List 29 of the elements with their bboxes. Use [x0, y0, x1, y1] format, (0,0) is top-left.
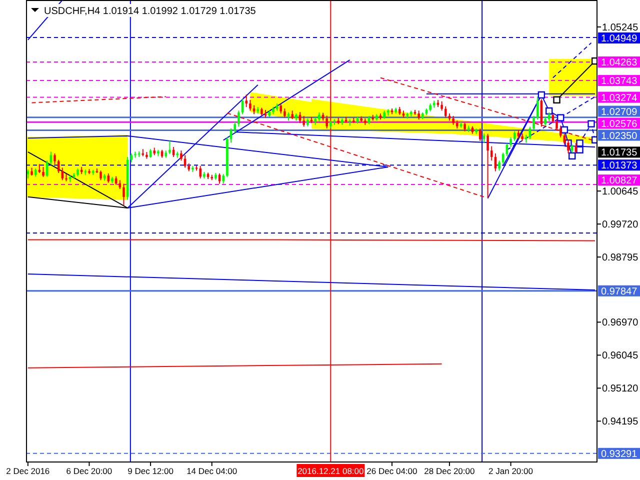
x-tick-label: 28 Dec 20:00 — [424, 466, 476, 476]
y-tick-label: 0.96970 — [602, 318, 639, 329]
ref-line-label: 0.93291 — [601, 448, 638, 460]
text: USDCHF,H4 1.01914 1.01992 1.01729 1.01735 — [44, 6, 256, 17]
text: 1.01735 — [601, 148, 638, 159]
x-tick-label: 9 Dec 12:00 — [128, 466, 174, 476]
x-tick-label: 14 Dec 04:00 — [186, 466, 238, 476]
ref-line-label: 1.02576 — [601, 118, 638, 130]
ref-line-label: 1.03743 — [601, 76, 638, 88]
ref-line-label: 1.04949 — [601, 33, 638, 44]
x-tick-label: 2 Jan 20:00 — [488, 466, 534, 476]
y-tick-label: 0.95120 — [602, 384, 639, 395]
x-tick-label: 2016.12.21 08:00 — [298, 466, 364, 476]
ref-line-label: 1.02709 — [601, 106, 638, 118]
ref-line-label: 1.02350 — [601, 130, 638, 142]
ref-line-label: 1.00827 — [601, 176, 638, 187]
ref-line-label: 1.01373 — [601, 160, 638, 172]
x-tick-label: 2 Dec 2016 — [6, 466, 50, 476]
y-tick-label: 0.96045 — [602, 350, 639, 362]
x-tick-label: 6 Dec 20:00 — [66, 466, 112, 476]
y-tick-label: 1.00645 — [602, 186, 639, 198]
ref-line-label: 1.03274 — [601, 92, 638, 104]
x-tick-label: 26 Dec 04:00 — [366, 466, 418, 476]
y-tick-label: 0.99720 — [602, 220, 639, 231]
ref-line-label: 0.97847 — [601, 286, 638, 298]
y-tick-label: 0.98795 — [602, 252, 639, 264]
ref-line-label: 1.04263 — [601, 57, 638, 68]
y-tick-label: 1.05245 — [602, 22, 639, 34]
y-tick-label: 0.94195 — [602, 416, 639, 428]
